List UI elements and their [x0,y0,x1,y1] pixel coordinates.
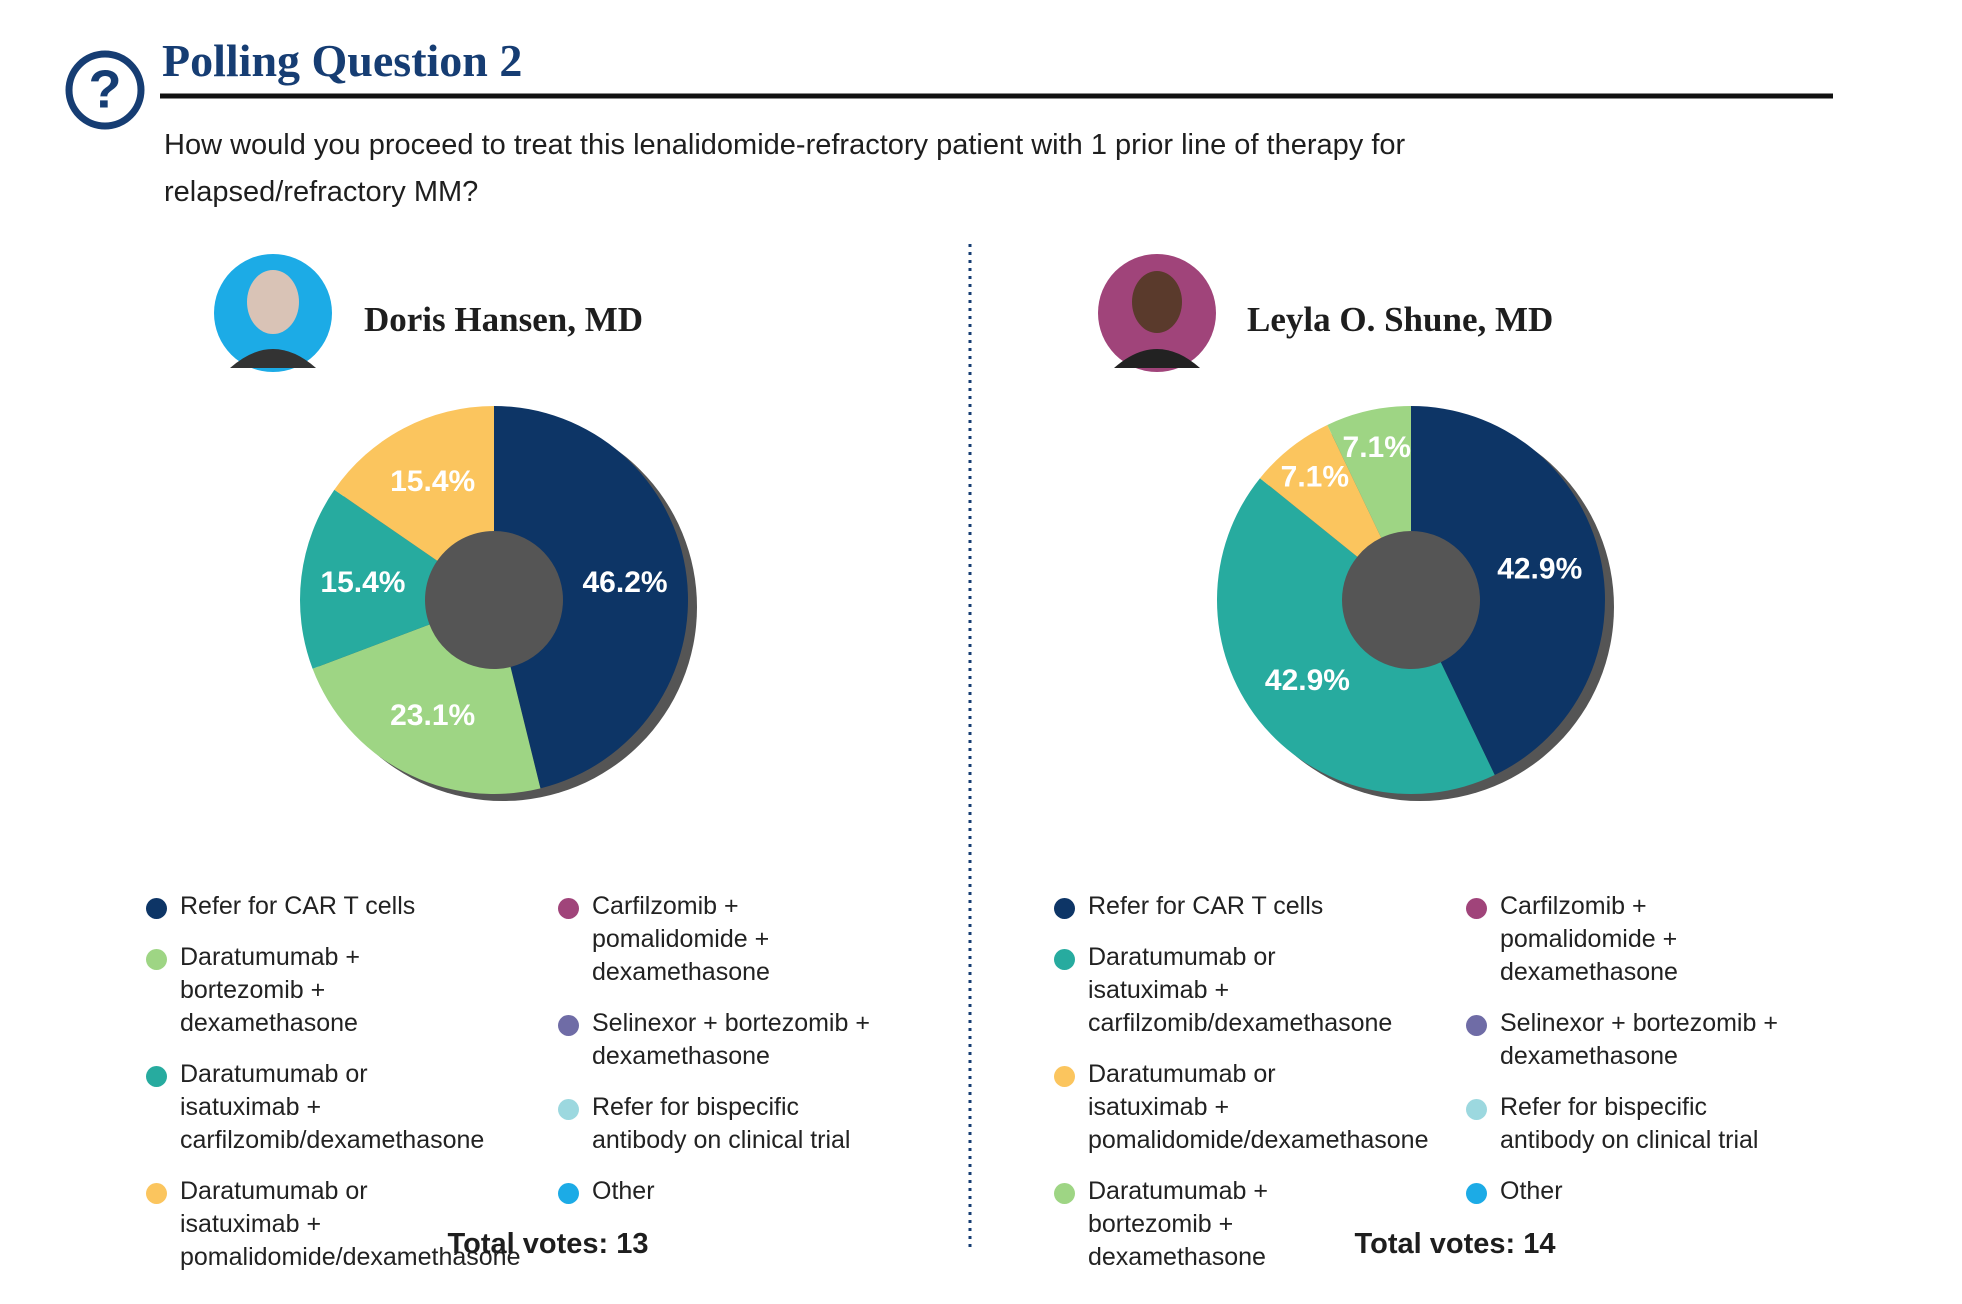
legend-swatch [1466,1015,1487,1036]
legend-swatch [558,1015,579,1036]
legend-item: Carfilzomib + pomalidomide + dexamethaso… [558,890,888,989]
legend-swatch [146,898,167,919]
value-label: 15.4% [390,465,475,498]
chart-title: Doris Hansen, MD [364,300,644,339]
legend-label: Selinexor + bortezomib + dexamethasone [1500,1009,1778,1070]
legend: Refer for CAR T cells Daratumumab or isat… [1054,890,1429,1292]
legend-item: Daratumumab or isatuximab + pomalidomide… [1054,1058,1429,1157]
legend-label: Carfilzomib + pomalidomide + dexamethaso… [1500,892,1678,986]
value-label: 7.1% [1343,431,1411,464]
pie-slice [494,405,689,789]
legend-item: Daratumumab or isatuximab + pomalidomide… [146,1175,521,1274]
legend-swatch [1054,1183,1075,1204]
legend-item: Daratumumab + bortezomib + dexamethasone [1054,1175,1394,1274]
question-icon [65,50,145,130]
legend-swatch [1054,898,1075,919]
legend-label: Daratumumab or isatuximab + pomalidomide… [180,1177,521,1271]
total-votes: Total votes: 14 [1354,1228,1556,1260]
value-label: 42.9% [1497,553,1582,586]
legend-swatch [1466,898,1487,919]
legend-label: Daratumumab or isatuximab + pomalidomide… [1088,1060,1429,1154]
legend-label: Daratumumab + bortezomib + dexamethasone [180,943,360,1037]
legend-label: Daratumumab + bortezomib + dexamethasone [1088,1177,1268,1271]
legend-swatch [146,949,167,970]
legend-label: Other [1500,1177,1563,1205]
legend-item: Refer for CAR T cells [146,890,486,923]
pie-slice [300,489,438,669]
legend-label: Other [592,1177,655,1205]
legend-label: Daratumumab or isatuximab + carfilzomib/… [1088,943,1393,1037]
legend-item: Refer for bispecific antibody on clinica… [1466,1091,1796,1157]
legend-item: Daratumumab or isatuximab + carfilzomib/… [146,1058,486,1157]
title: Polling Question 2 [162,35,523,86]
legend-swatch [558,898,579,919]
photo [1098,254,1216,372]
total-votes: Total votes: 13 [447,1228,649,1260]
legend-item: Other [1466,1175,1796,1208]
legend-item: Carfilzomib + pomalidomide + dexamethaso… [1466,890,1796,989]
chart-title: Leyla O. Shune, MD [1247,300,1554,339]
pie-slice [1216,478,1495,795]
value-label: 23.1% [390,699,475,732]
legend-swatch [1466,1099,1487,1120]
legend-label: Refer for bispecific antibody on clinica… [592,1093,851,1154]
legend-item: Selinexor + bortezomib + dexamethasone [1466,1007,1796,1073]
legend-item: Daratumumab + bortezomib + dexamethasone [146,941,486,1040]
legend: Carfilzomib + pomalidomide + dexamethaso… [1466,890,1796,1226]
legend-swatch [1054,1066,1075,1087]
legend-label: Selinexor + bortezomib + dexamethasone [592,1009,870,1070]
legend-swatch [146,1066,167,1087]
legend-label: Refer for CAR T cells [1088,892,1324,920]
legend-item: Refer for bispecific antibody on clinica… [558,1091,888,1157]
pie-slice [1259,424,1382,557]
legend-item: Selinexor + bortezomib + dexamethasone [558,1007,888,1073]
value-label: 42.9% [1265,664,1350,697]
pie-slice [334,406,494,561]
legend-item: Daratumumab or isatuximab + carfilzomib/… [1054,941,1394,1040]
value-label: 15.4% [320,566,405,599]
value-label: 46.2% [582,566,667,599]
legend: Carfilzomib + pomalidomide + dexamethaso… [558,890,888,1226]
legend-label: Daratumumab or isatuximab + carfilzomib/… [180,1060,485,1154]
question-mark: ? [89,59,122,119]
legend-swatch [1466,1183,1487,1204]
question: How would you proceed to treat this lena… [164,129,1406,208]
pie-slice [1327,406,1411,538]
legend-swatch [146,1183,167,1204]
legend-item: Refer for CAR T cells [1054,890,1394,923]
legend-label: Refer for CAR T cells [180,892,416,920]
legend-label: Carfilzomib + pomalidomide + dexamethaso… [592,892,770,986]
value-label: 7.1% [1281,460,1349,493]
pie-slice [312,624,541,794]
photo [214,254,332,372]
legend-swatch [1054,949,1075,970]
legend-item: Other [558,1175,888,1208]
legend-swatch [558,1099,579,1120]
pie-slice [1411,405,1605,776]
legend: Refer for CAR T cells Daratumumab + borte… [146,890,521,1292]
legend-swatch [558,1183,579,1204]
legend-label: Refer for bispecific antibody on clinica… [1500,1093,1759,1154]
